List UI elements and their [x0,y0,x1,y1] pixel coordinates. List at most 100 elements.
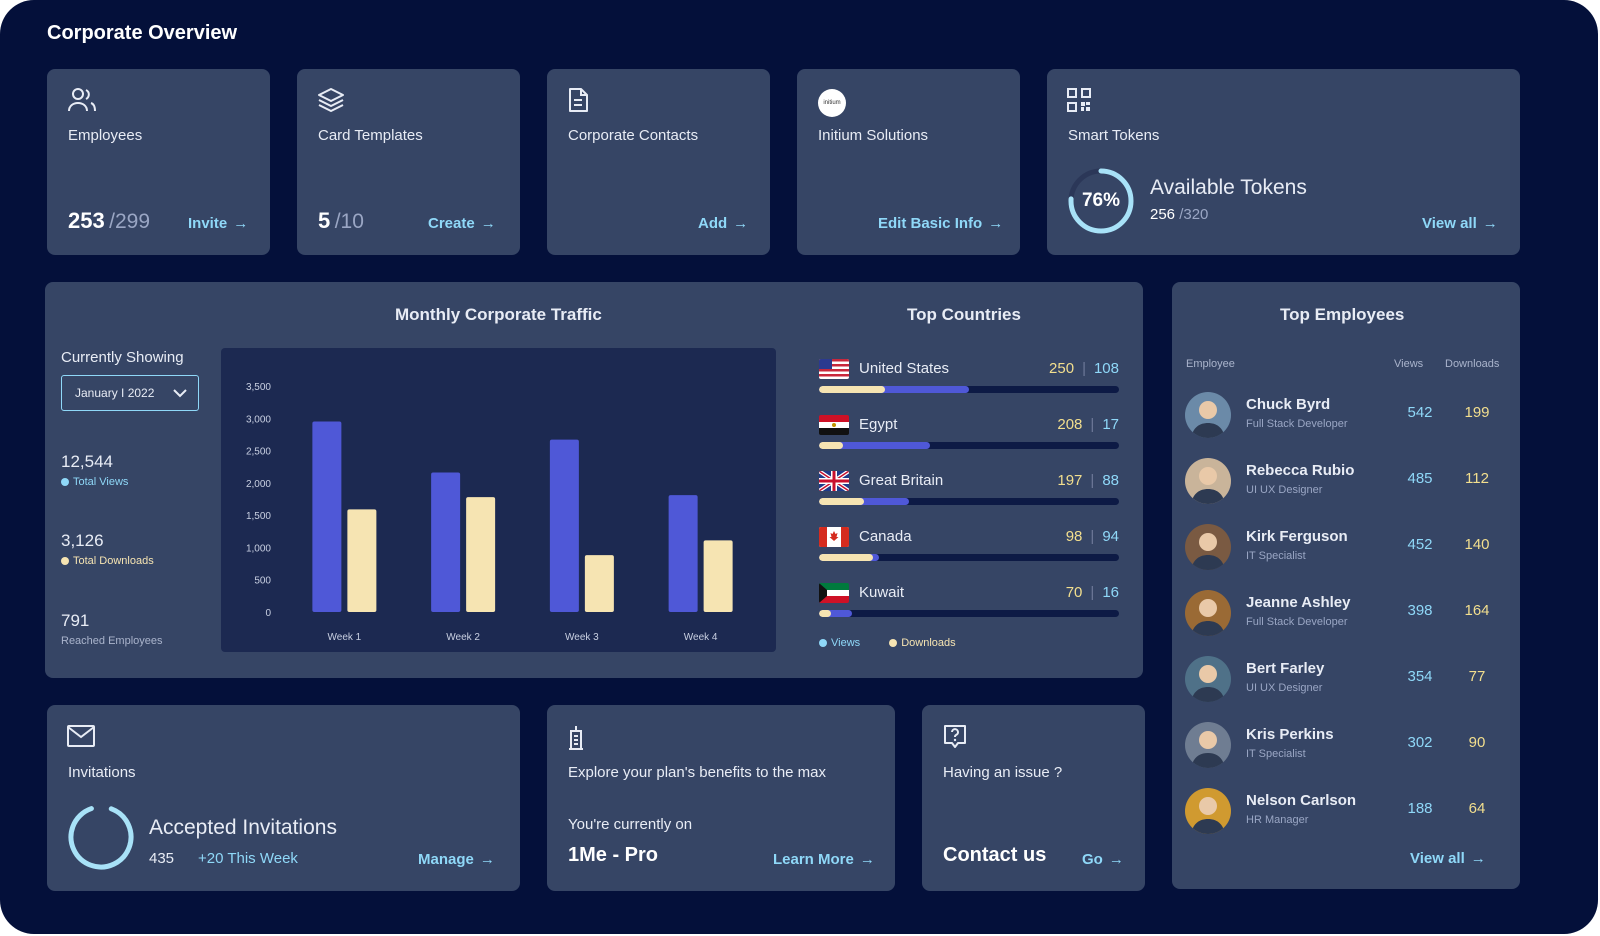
employee-role: Full Stack Developer [1246,418,1348,430]
country-progress-track [819,554,1119,561]
employee-name: Jeanne Ashley [1246,594,1351,611]
current-plan-label: You're currently on [568,816,693,833]
country-values: 208 | 17 [1057,416,1119,433]
flag-eg-icon [819,415,849,435]
learn-more-link[interactable]: Learn More → [773,851,875,868]
views-dot-icon [819,639,827,648]
downloads-dot-icon [889,639,898,648]
company-label: Initium Solutions [818,127,929,144]
company-logo: initium [818,89,846,117]
country-row: Egypt 208 | 17 [819,412,1119,452]
employee-name: Nelson Carlson [1246,792,1357,809]
employee-downloads: 140 [1464,536,1490,553]
employee-row[interactable]: Kris Perkins IT Specialist 302 90 [1185,722,1505,772]
countries-legend: Views Downloads [819,637,956,649]
y-tick-label: 2,500 [246,447,271,458]
flag-us-icon [819,359,849,379]
country-row: Great Britain 197 | 88 [819,468,1119,508]
country-views-bar [819,498,909,505]
x-tick-label: Week 3 [565,632,599,643]
legend-views: Views [831,637,861,649]
downloads-bar [703,540,733,612]
views-bar [431,472,461,612]
employee-views: 302 [1407,734,1433,751]
y-tick-label: 3,500 [246,382,271,393]
create-link[interactable]: Create → [428,215,496,232]
employee-views: 452 [1407,536,1433,553]
arrow-right-icon: → [233,215,249,232]
plan-name: 1Me - Pro [568,844,659,866]
corporate-contacts-card: Corporate Contacts Add → [547,69,770,255]
card-templates-label: Card Templates [318,127,423,144]
avatar [1185,392,1231,438]
employee-name: Bert Farley [1246,660,1325,677]
country-values: 70 | 16 [1065,584,1119,601]
employee-row[interactable]: Rebecca Rubio UI UX Designer 485 112 [1185,458,1505,508]
x-tick-label: Week 4 [684,632,718,643]
country-downloads: 108 [1093,360,1119,377]
employee-row[interactable]: Jeanne Ashley Full Stack Developer 398 164 [1185,590,1505,640]
employee-downloads: 112 [1465,470,1489,487]
arrow-right-icon: → [859,851,875,868]
employee-name: Chuck Byrd [1246,396,1331,413]
arrow-right-icon: → [988,215,1004,232]
tokens-progress-ring [1068,168,1134,234]
country-name: Egypt [859,416,898,433]
country-row: United States 250 | 108 [819,356,1119,396]
downloads-column-header: Downloads [1445,358,1500,370]
employee-role: UI UX Designer [1246,484,1323,496]
employee-role: Full Stack Developer [1246,616,1348,628]
traffic-chart-svg: 3,500 3,000 2,500 2,000 1,500 1,000 500 0 Week 1… [246,382,733,643]
country-name: Great Britain [859,472,944,489]
employees-count: 253 /299 [68,208,151,233]
country-downloads-bar [819,554,873,561]
employee-row[interactable]: Nelson Carlson HR Manager 188 64 [1185,788,1505,838]
arrow-right-icon: → [1108,851,1124,868]
chevron-down-icon [173,389,187,398]
manage-link[interactable]: Manage → [418,851,495,868]
smart-tokens-card: Smart Tokens 76% Available Tokens 256 /3… [1047,69,1520,255]
avatar [1185,722,1231,768]
add-link[interactable]: Add → [698,215,749,232]
invitations-progress-ring [68,804,134,870]
employee-row[interactable]: Kirk Ferguson IT Specialist 452 140 [1185,524,1505,574]
templates-count: 5 /10 [318,208,364,233]
employee-name: Kirk Ferguson [1246,528,1348,545]
y-tick-label: 500 [254,576,271,587]
period-select-value: January I 2022 [75,386,155,400]
smart-tokens-label: Smart Tokens [1068,127,1160,144]
invitations-title: Accepted Invitations [149,816,337,839]
tokens-title: Available Tokens [1150,176,1307,199]
arrow-right-icon: → [733,215,749,232]
page-title: Corporate Overview [47,22,238,44]
country-views-bar [819,442,930,449]
tokens-view-all-link[interactable]: View all → [1422,215,1498,232]
avatar [1185,590,1231,636]
invite-link[interactable]: Invite → [188,215,249,232]
employee-row[interactable]: Chuck Byrd Full Stack Developer 542 199 [1185,392,1505,442]
traffic-title: Monthly Corporate Traffic [395,305,602,324]
invitations-count: 435 [149,850,175,867]
edit-basic-info-link[interactable]: Edit Basic Info → [878,215,1004,232]
x-tick-label: Week 1 [328,632,362,643]
period-select[interactable]: January I 2022 [61,375,199,411]
country-downloads-bar [819,498,864,505]
country-views: 197 [1057,472,1083,489]
employee-downloads: 77 [1468,668,1486,685]
employees-card: Employees 253 /299 Invite → [47,69,270,255]
country-name: Canada [859,528,912,545]
y-tick-label: 2,000 [246,479,271,490]
plan-card: Explore your plan's benefits to the max … [547,705,895,891]
employee-column-header: Employee [1186,358,1235,370]
go-link[interactable]: Go → [1082,851,1124,868]
arrow-right-icon: → [480,215,496,232]
employee-views: 542 [1407,404,1433,421]
help-bubble-icon [944,725,966,748]
employee-views: 398 [1407,602,1433,619]
employee-row[interactable]: Bert Farley UI UX Designer 354 77 [1185,656,1505,706]
invitations-label: Invitations [68,764,136,781]
employee-downloads: 164 [1464,602,1490,619]
invitations-card: Invitations Accepted Invitations 435 +20… [47,705,520,891]
employees-view-all-link[interactable]: View all → [1410,850,1486,867]
